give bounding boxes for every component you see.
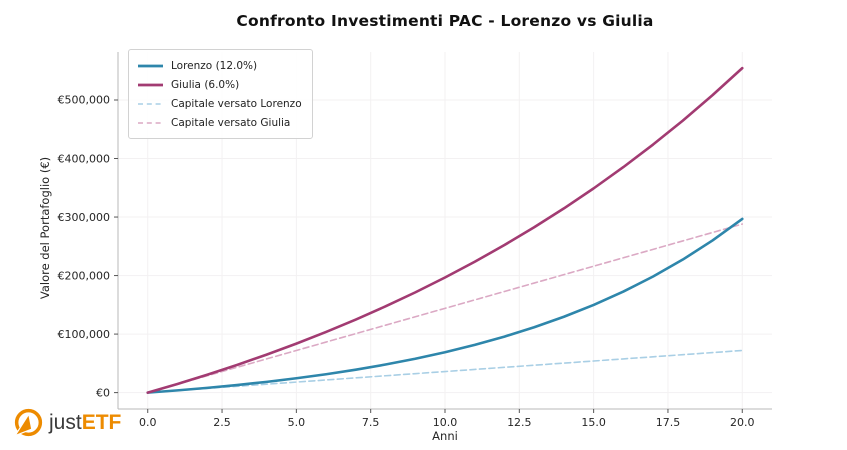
legend: Lorenzo (12.0%) Giulia (6.0%) Capitale ver…: [128, 49, 313, 139]
legend-line-swatch: [138, 121, 163, 124]
y-tick-label: €0: [96, 386, 110, 399]
legend-label: Lorenzo (12.0%): [171, 59, 258, 72]
justetf-gauge-icon: [14, 408, 43, 437]
legend-item-capitale-versato-lorenzo: Capitale versato Lorenzo: [137, 94, 302, 113]
legend-item-giulia-6-0: Giulia (6.0%): [137, 75, 302, 94]
y-tick-label: €200,000: [58, 269, 111, 282]
logo-text-etf: ETF: [81, 410, 122, 434]
legend-item-capitale-versato-giulia: Capitale versato Giulia: [137, 113, 302, 132]
legend-line-swatch: [138, 102, 163, 105]
series-line-capitale-versato-giulia: [146, 223, 744, 394]
y-tick-label: €100,000: [58, 328, 111, 341]
legend-line-swatch: [138, 83, 163, 86]
series-line-lorenzo-12-0: [146, 217, 744, 394]
legend-line-swatch: [138, 64, 163, 67]
x-tick-label: 17.5: [656, 416, 681, 429]
logo-text-just: just: [49, 410, 82, 434]
x-tick-label: 2.5: [213, 416, 231, 429]
legend-label: Capitale versato Lorenzo: [171, 97, 302, 110]
y-tick-label: €300,000: [58, 211, 111, 224]
legend-label: Capitale versato Giulia: [171, 116, 291, 129]
x-tick-label: 7.5: [362, 416, 380, 429]
x-tick-label: 10.0: [433, 416, 458, 429]
x-tick-label: 12.5: [507, 416, 532, 429]
series-line-capitale-versato-lorenzo: [146, 349, 744, 394]
y-tick-label: €500,000: [58, 94, 111, 107]
x-tick-label: 0.0: [139, 416, 157, 429]
legend-label: Giulia (6.0%): [171, 78, 240, 91]
series-line-giulia-6-0: [146, 66, 744, 394]
y-axis-label: Valore del Portafoglio (€): [38, 156, 52, 300]
x-tick-label: 20.0: [730, 416, 755, 429]
justetf-logo[interactable]: just ETF: [12, 406, 121, 439]
x-tick-label: 5.0: [288, 416, 306, 429]
x-axis-label: Anni: [432, 429, 458, 443]
chart-title: Confronto Investimenti PAC - Lorenzo vs …: [236, 12, 654, 30]
y-tick-label: €400,000: [58, 152, 111, 165]
legend-item-lorenzo-12-0: Lorenzo (12.0%): [137, 56, 302, 75]
x-tick-label: 15.0: [581, 416, 606, 429]
